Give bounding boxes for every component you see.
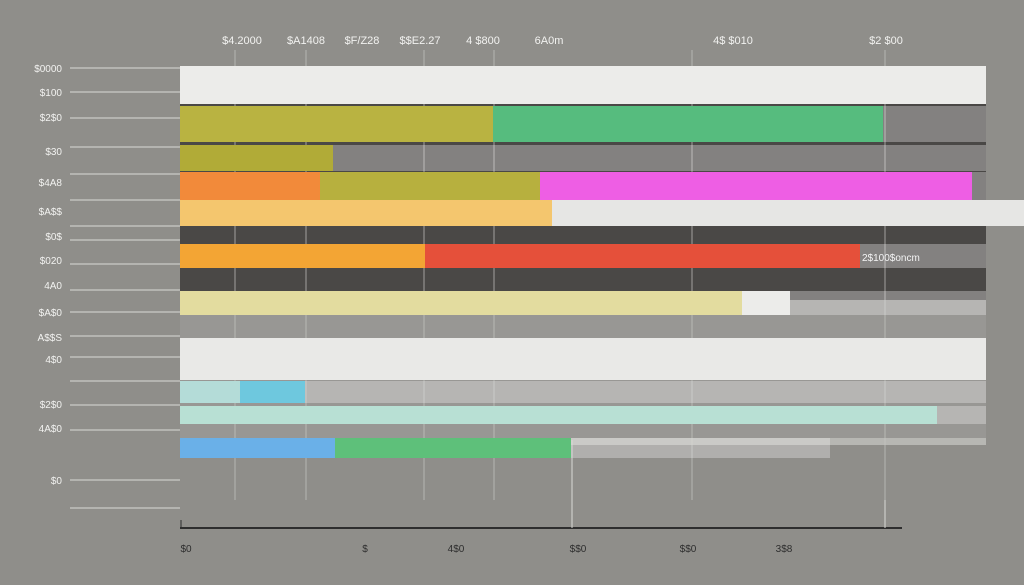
bar-r7-s1 [180, 338, 986, 380]
y-tick-label: 4A$0 [39, 424, 63, 435]
top-tick-label: $2 $00 [869, 35, 903, 47]
y-tick-label: A$$S [38, 333, 63, 344]
y-tick-label: $0000 [34, 64, 62, 75]
bar-r0-s1 [180, 66, 986, 104]
bar-r8-s1 [240, 381, 305, 403]
bar-r6-s1 [742, 291, 790, 315]
y-tick-label: 4A0 [44, 281, 62, 292]
top-tick-label: $$E2.27 [400, 35, 441, 47]
y-tick-label: $30 [45, 147, 62, 158]
x-tick-label: $$0 [570, 544, 587, 555]
x-tick-label: $$0 [680, 544, 697, 555]
bars [180, 66, 1024, 458]
bar-annotation: 2$100$oncm [862, 253, 920, 264]
y-tick-label: $A$$ [39, 207, 63, 218]
bar-r4-s1 [552, 200, 1024, 226]
y-tick-labels: $0000 $100 $2$0 $30 $4A8 $A$$ $0$ $020 4A0 $A$0 A$… [34, 64, 62, 487]
bar-r3-s1 [320, 172, 540, 200]
x-tick-labels: $0 $4$0 $$0 $$0 3$8 [180, 544, 792, 555]
x-tick-label: 3$8 [776, 544, 793, 555]
x-tick-label: $0 [180, 544, 192, 555]
bar-r5-s0 [180, 244, 425, 268]
bar-r10-s1 [335, 438, 571, 458]
y-tick-label: $0$ [45, 232, 62, 243]
bar-r1-s0 [180, 106, 493, 142]
top-tick-labels: $4.2000 $A1408 $F/Z28 $$E2.27 4 $800 6A0m 4$ $… [222, 35, 903, 47]
bar-r3-s0 [180, 172, 320, 200]
top-tick-label: $F/Z28 [345, 35, 380, 47]
x-tick-label: 4$0 [448, 544, 465, 555]
top-tick-label: 4 $800 [466, 35, 500, 47]
bar-r9-s0 [180, 406, 937, 424]
y-tick-label: $2$0 [40, 400, 63, 411]
bar-r2-s0 [180, 145, 333, 171]
bar-r8-s0 [180, 381, 240, 403]
y-tick-label: 4$0 [45, 355, 62, 366]
row-ghost-8 [180, 381, 986, 403]
bar-r10-s0 [180, 438, 335, 458]
y-tick-label: $020 [40, 256, 63, 267]
x-tick-label: $ [362, 544, 368, 555]
x-axis [180, 440, 902, 529]
y-tick-label: $A$0 [39, 308, 63, 319]
bar-r3-s2 [540, 172, 972, 200]
top-tick-label: $4.2000 [222, 35, 262, 47]
y-tick-label: $4A8 [39, 178, 63, 189]
bar-r5-s1 [425, 244, 860, 268]
bar-r6-s0 [180, 291, 742, 315]
bar-r4-s0 [180, 200, 552, 226]
y-tick-label: $2$0 [40, 113, 63, 124]
y-tick-label: $0 [51, 476, 63, 487]
top-tick-label: $A1408 [287, 35, 325, 47]
top-tick-label: 4$ $010 [713, 35, 753, 47]
top-tick-label: 6A0m [535, 35, 564, 47]
y-tick-label: $100 [40, 88, 63, 99]
bar-r1-s1 [493, 106, 883, 142]
